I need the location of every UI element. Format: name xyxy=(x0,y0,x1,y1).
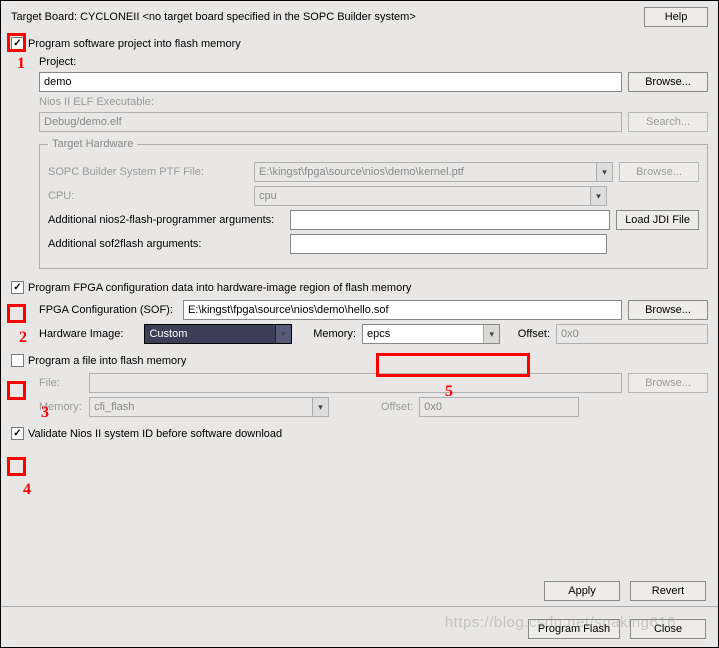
chevron-down-icon[interactable] xyxy=(275,325,291,343)
project-browse-button[interactable]: Browse... xyxy=(628,72,708,92)
ptf-combo: E:\kingst\fpga\source\nios\demo\kernel.p… xyxy=(254,162,613,182)
elf-label: Nios II ELF Executable: xyxy=(39,96,154,108)
file-mem-row: Memory: cfi_flash Offset: xyxy=(39,397,708,417)
offset-label: Offset: xyxy=(518,328,550,340)
help-button[interactable]: Help xyxy=(644,7,708,27)
cpu-row: CPU: cpu xyxy=(48,186,699,206)
fpga-indent: FPGA Configuration (SOF): Browse... Hard… xyxy=(11,300,708,344)
flash-programmer-dialog: Target Board: CYCLONEII <no target board… xyxy=(0,0,719,648)
project-input[interactable] xyxy=(39,72,622,92)
very-bottom-bar: Program Flash Close xyxy=(528,619,706,639)
chk3-label: Program a file into flash memory xyxy=(28,355,186,367)
chk2-label: Program FPGA configuration data into har… xyxy=(28,282,411,294)
file-offset-label: Offset: xyxy=(381,401,413,413)
arg2-input[interactable] xyxy=(290,234,607,254)
hwimg-row: Hardware Image: Custom Memory: epcs Offs… xyxy=(39,324,708,344)
hwimg-combo[interactable]: Custom xyxy=(144,324,292,344)
chevron-down-icon xyxy=(596,163,612,181)
project-input-row: Browse... xyxy=(39,72,708,92)
elf-search-button: Search... xyxy=(628,112,708,132)
arg2-row: Additional sof2flash arguments: xyxy=(48,234,699,254)
cpu-value: cpu xyxy=(255,190,590,202)
file-row: File: Browse... xyxy=(39,373,708,393)
redbox-4 xyxy=(7,457,26,476)
chk3-row: Program a file into flash memory xyxy=(11,352,708,369)
section-fpga: Program FPGA configuration data into har… xyxy=(1,279,718,352)
program-flash-button[interactable]: Program Flash xyxy=(528,619,620,639)
project-label-row: Project: xyxy=(39,56,708,68)
memory-label: Memory: xyxy=(313,328,356,340)
chevron-down-icon xyxy=(590,187,606,205)
memory-combo[interactable]: epcs xyxy=(362,324,500,344)
arg1-row: Additional nios2-flash-programmer argume… xyxy=(48,210,699,230)
ptf-value: E:\kingst\fpga\source\nios\demo\kernel.p… xyxy=(255,166,596,178)
arg1-input[interactable] xyxy=(290,210,610,230)
chevron-down-icon[interactable] xyxy=(483,325,499,343)
hw-legend: Target Hardware xyxy=(48,138,137,150)
bottom-bar: Apply Revert xyxy=(544,581,706,601)
file-browse-button: Browse... xyxy=(628,373,708,393)
chk1-checkbox[interactable] xyxy=(11,37,24,50)
chk4-checkbox[interactable] xyxy=(11,427,24,440)
file-mem-combo: cfi_flash xyxy=(89,397,329,417)
hwimg-label: Hardware Image: xyxy=(39,328,138,340)
target-board-label: Target Board: CYCLONEII <no target board… xyxy=(11,11,644,23)
file-mem-value: cfi_flash xyxy=(90,401,312,413)
software-indent: Project: Browse... Nios II ELF Executabl… xyxy=(11,56,708,269)
chk2-row: Program FPGA configuration data into har… xyxy=(11,279,708,296)
target-hardware-group: Target Hardware SOPC Builder System PTF … xyxy=(39,138,708,269)
chk4-label: Validate Nios II system ID before softwa… xyxy=(28,428,282,440)
top-row: Target Board: CYCLONEII <no target board… xyxy=(1,1,718,31)
chk3-checkbox[interactable] xyxy=(11,354,24,367)
annot-4: 4 xyxy=(23,481,31,499)
file-input xyxy=(89,373,622,393)
section-validate: Validate Nios II system ID before softwa… xyxy=(1,425,718,446)
elf-input xyxy=(39,112,622,132)
arg2-label: Additional sof2flash arguments: xyxy=(48,238,284,250)
arg1-label: Additional nios2-flash-programmer argume… xyxy=(48,214,284,226)
sof-label: FPGA Configuration (SOF): xyxy=(39,304,177,316)
separator xyxy=(1,606,718,607)
section-file: Program a file into flash memory File: B… xyxy=(1,352,718,425)
chk2-checkbox[interactable] xyxy=(11,281,24,294)
file-label: File: xyxy=(39,377,83,389)
elf-label-row: Nios II ELF Executable: xyxy=(39,96,708,108)
sof-browse-button[interactable]: Browse... xyxy=(628,300,708,320)
chevron-down-icon xyxy=(312,398,328,416)
sof-input[interactable] xyxy=(183,300,622,320)
file-offset-input xyxy=(419,397,579,417)
section-software: Program software project into flash memo… xyxy=(1,31,718,279)
chk4-row: Validate Nios II system ID before softwa… xyxy=(11,425,708,442)
elf-input-row: Search... xyxy=(39,112,708,132)
close-button[interactable]: Close xyxy=(630,619,706,639)
cpu-label: CPU: xyxy=(48,190,248,202)
file-indent: File: Browse... Memory: cfi_flash Offset… xyxy=(11,373,708,417)
file-mem-label: Memory: xyxy=(39,401,83,413)
revert-button[interactable]: Revert xyxy=(630,581,706,601)
ptf-row: SOPC Builder System PTF File: E:\kingst\… xyxy=(48,162,699,182)
apply-button[interactable]: Apply xyxy=(544,581,620,601)
chk1-label: Program software project into flash memo… xyxy=(28,38,241,50)
offset-input xyxy=(556,324,708,344)
ptf-browse-button: Browse... xyxy=(619,162,699,182)
chk1-row: Program software project into flash memo… xyxy=(11,35,708,52)
load-jdi-button[interactable]: Load JDI File xyxy=(616,210,699,230)
sof-row: FPGA Configuration (SOF): Browse... xyxy=(39,300,708,320)
ptf-label: SOPC Builder System PTF File: xyxy=(48,166,248,178)
project-label: Project: xyxy=(39,56,83,68)
memory-value: epcs xyxy=(363,328,483,340)
cpu-combo: cpu xyxy=(254,186,607,206)
hwimg-value: Custom xyxy=(145,328,275,340)
